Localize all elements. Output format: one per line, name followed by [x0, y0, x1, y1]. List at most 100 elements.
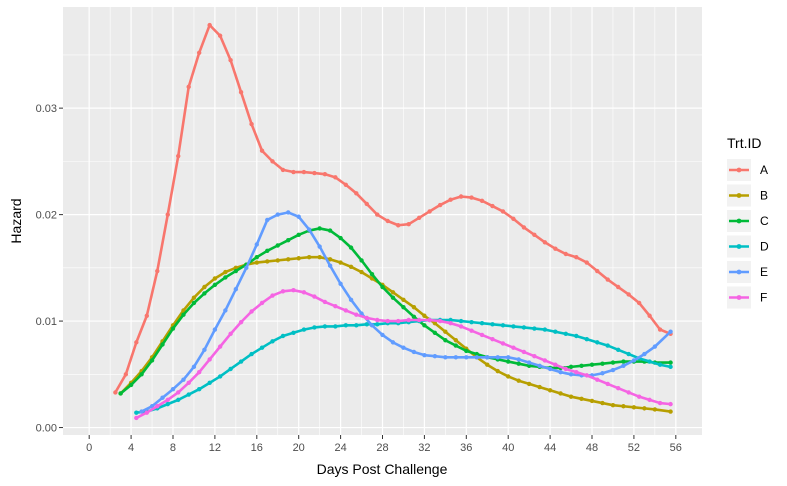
data-point-f — [396, 318, 401, 324]
data-point-b — [568, 394, 574, 399]
data-point-f — [364, 315, 369, 321]
data-point-a — [354, 191, 359, 196]
data-point-f — [479, 332, 485, 338]
data-point-e — [296, 214, 301, 219]
data-point-a — [521, 225, 527, 230]
data-point-c — [265, 248, 270, 254]
data-point-e — [254, 242, 259, 247]
data-point-a — [626, 292, 631, 297]
data-point-f — [553, 362, 558, 367]
data-point-b — [432, 321, 438, 326]
data-point-a — [553, 246, 558, 251]
data-point-b — [202, 284, 207, 290]
data-point-c — [380, 284, 385, 290]
data-point-f — [511, 345, 516, 350]
data-point-c — [254, 255, 259, 260]
data-point-d — [458, 318, 464, 324]
data-point-e — [275, 212, 280, 217]
data-point-e — [537, 363, 542, 368]
data-point-f — [542, 358, 548, 363]
data-point-d — [584, 336, 589, 342]
data-point-f — [238, 319, 244, 325]
data-point-b — [411, 305, 417, 310]
legend-label-b: B — [760, 189, 768, 203]
data-point-d — [217, 374, 223, 379]
y-tick-label: 0.01 — [36, 316, 57, 328]
data-point-d — [228, 366, 233, 372]
series-line-d — [135, 318, 672, 414]
data-point-b — [600, 400, 605, 406]
data-point-d — [176, 397, 181, 403]
data-point-a — [605, 277, 610, 282]
data-point-d — [490, 322, 495, 327]
legend-marker-e — [736, 269, 742, 275]
data-point-e — [317, 244, 322, 249]
y-tick-label: 0.00 — [36, 423, 57, 435]
data-point-c — [202, 291, 207, 296]
data-point-d — [207, 380, 212, 386]
data-point-e — [506, 355, 511, 360]
data-point-e — [338, 281, 343, 287]
data-point-c — [411, 314, 417, 320]
data-point-a — [511, 216, 516, 222]
data-point-d — [574, 333, 579, 339]
x-tick-label: 28 — [376, 442, 388, 454]
data-point-e — [568, 372, 574, 377]
data-point-f — [312, 294, 317, 299]
data-point-d — [521, 325, 527, 330]
x-tick-label: 0 — [86, 442, 92, 454]
data-point-b — [526, 381, 532, 387]
series-f — [134, 288, 673, 421]
data-point-a — [280, 167, 286, 173]
data-point-a — [238, 89, 244, 95]
data-point-a — [636, 300, 642, 306]
data-point-d — [605, 343, 610, 348]
data-point-d — [312, 325, 317, 330]
data-point-a — [458, 194, 464, 199]
data-point-e — [547, 366, 553, 372]
legend-item-c: C — [727, 210, 769, 232]
data-point-e — [600, 371, 605, 376]
data-point-c — [296, 232, 301, 238]
data-point-c — [432, 330, 438, 335]
data-point-c — [390, 295, 396, 300]
data-point-d — [595, 340, 600, 345]
data-point-b — [275, 258, 280, 263]
data-point-e — [327, 263, 333, 268]
data-point-f — [207, 357, 212, 362]
data-point-b — [286, 257, 291, 262]
data-point-f — [249, 309, 254, 314]
x-tick-label: 24 — [334, 442, 346, 454]
data-point-c — [453, 343, 459, 348]
data-point-c — [443, 338, 448, 343]
x-tick-label: 52 — [628, 442, 640, 454]
data-point-a — [364, 201, 369, 207]
data-point-f — [322, 299, 328, 305]
data-point-f — [647, 397, 652, 403]
data-point-c — [359, 258, 364, 263]
data-point-a — [343, 182, 349, 187]
x-tick-label: 16 — [251, 442, 263, 454]
data-point-a — [595, 268, 600, 274]
data-point-a — [312, 170, 317, 176]
data-point-c — [589, 362, 595, 367]
data-point-e — [453, 355, 459, 360]
data-point-f — [584, 373, 589, 378]
data-point-a — [427, 209, 432, 214]
data-point-d — [186, 392, 191, 397]
x-tick-label: 44 — [544, 442, 556, 454]
data-point-a — [657, 327, 663, 332]
data-point-e — [432, 354, 438, 359]
series-line-f — [135, 288, 672, 420]
data-point-d — [511, 324, 516, 329]
data-point-a — [176, 153, 181, 159]
data-point-c — [233, 268, 239, 274]
legend-marker-b — [736, 193, 742, 198]
data-point-a — [563, 251, 569, 257]
data-point-c — [223, 275, 228, 280]
data-point-d — [553, 329, 558, 334]
data-point-a — [322, 171, 328, 177]
legend-label-e: E — [760, 265, 768, 279]
data-point-d — [238, 359, 244, 364]
